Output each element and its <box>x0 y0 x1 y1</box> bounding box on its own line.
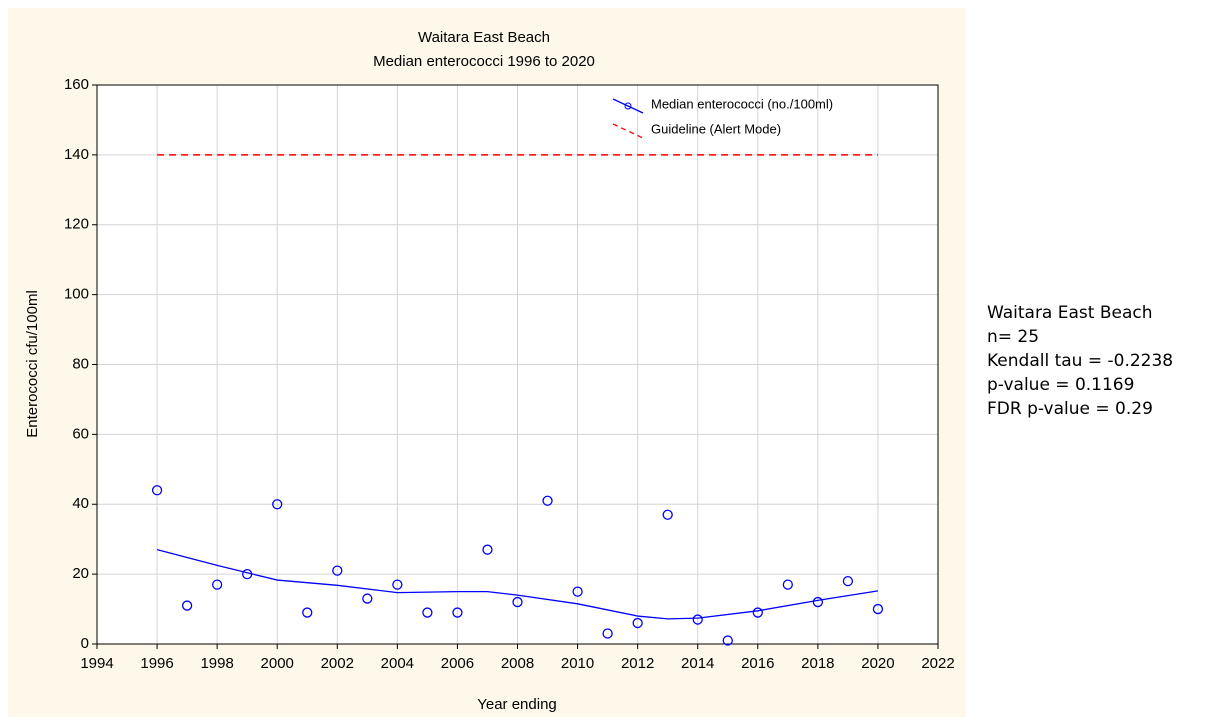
y-tick-label: 160 <box>64 76 89 93</box>
y-tick-label: 20 <box>72 565 89 582</box>
x-tick-label: 1994 <box>80 655 113 672</box>
legend-marker <box>624 102 632 110</box>
x-axis-label: Year ending <box>477 696 557 713</box>
chart-title: Waitara East Beach <box>418 29 550 46</box>
point <box>842 575 854 587</box>
x-tick-label: 2014 <box>681 655 714 672</box>
point <box>151 485 163 496</box>
point <box>392 579 403 590</box>
x-tick-label: 2020 <box>861 655 894 672</box>
legend-swatch <box>612 123 644 139</box>
point <box>302 607 313 618</box>
legend-label: Median enterococci (no./100ml) <box>651 96 833 111</box>
point <box>782 579 793 590</box>
point <box>542 495 553 506</box>
point <box>752 607 763 618</box>
stats-note: n= 25 <box>987 327 1039 347</box>
x-tick-label: 2012 <box>621 655 654 672</box>
point <box>272 499 283 510</box>
point <box>242 568 253 580</box>
point <box>722 635 733 646</box>
point <box>872 603 884 615</box>
x-tick-label: 2006 <box>441 655 474 672</box>
point <box>332 565 343 576</box>
y-tick-label: 40 <box>72 495 89 512</box>
point <box>362 593 373 604</box>
y-tick-label: 120 <box>64 216 89 233</box>
point <box>692 614 703 625</box>
x-tick-label: 2016 <box>741 655 774 672</box>
x-tick-label: 2008 <box>501 655 534 672</box>
stats-note: Waitara East Beach <box>987 303 1153 323</box>
y-axis-label: Enterococci cfu/100ml <box>24 290 41 438</box>
point <box>482 544 493 555</box>
point <box>662 509 673 520</box>
x-tick-label: 2010 <box>561 655 594 672</box>
x-tick-label: 1998 <box>200 655 233 672</box>
x-tick-label: 2004 <box>381 655 414 672</box>
point <box>181 600 193 611</box>
point <box>452 607 463 618</box>
chart-subtitle: Median enterococci 1996 to 2020 <box>373 53 595 70</box>
legend-label: Guideline (Alert Mode) <box>651 121 781 136</box>
stats-note: FDR p-value = 0.29 <box>987 399 1153 419</box>
stats-note: p-value = 0.1169 <box>987 375 1134 395</box>
point <box>422 607 433 618</box>
x-tick-label: 1996 <box>140 655 173 672</box>
stats-note: Kendall tau = -0.2238 <box>987 351 1173 371</box>
point <box>512 596 523 608</box>
x-tick-label: 2002 <box>321 655 354 672</box>
y-tick-label: 140 <box>64 146 89 163</box>
y-tick-label: 80 <box>72 355 89 372</box>
plot-frame <box>96 84 939 645</box>
x-tick-label: 2000 <box>261 655 294 672</box>
point <box>812 596 824 608</box>
legend-swatch <box>612 98 644 114</box>
point <box>572 586 583 597</box>
y-tick-label: 100 <box>64 286 89 303</box>
point <box>211 579 223 590</box>
trend-line <box>156 549 879 620</box>
point <box>602 628 613 639</box>
y-tick-label: 60 <box>72 425 89 442</box>
x-tick-label: 2022 <box>921 655 954 672</box>
x-tick-label: 2018 <box>801 655 834 672</box>
y-tick-label: 0 <box>81 635 89 652</box>
point <box>632 617 643 629</box>
